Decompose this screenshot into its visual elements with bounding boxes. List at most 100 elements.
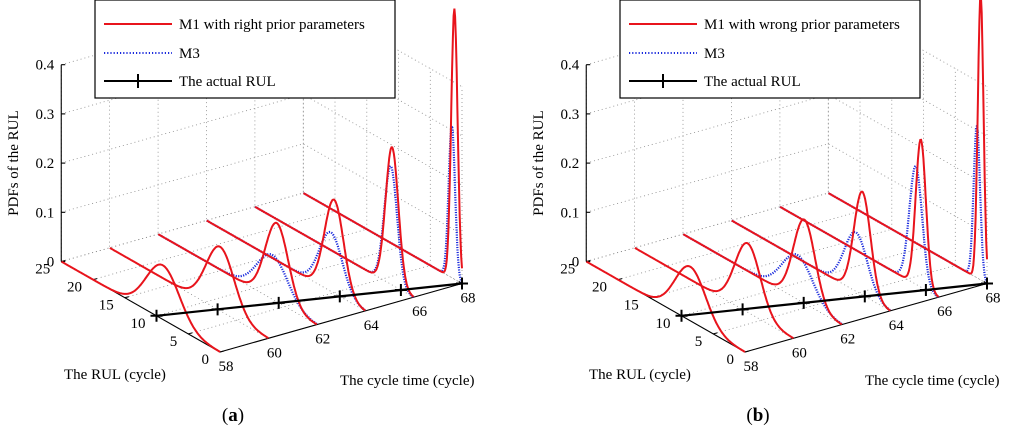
- panel-label: (a): [222, 405, 244, 426]
- m1-pdf-curve: [60, 260, 221, 353]
- z-tick-label: 0.1: [36, 205, 55, 221]
- grid-line: [61, 143, 463, 235]
- x-tick-label: 58: [219, 359, 234, 375]
- y-tick-label: 20: [592, 280, 607, 296]
- z-tick-label: 0: [47, 255, 55, 271]
- legend-entry: M3: [179, 46, 200, 62]
- grid-line: [157, 37, 317, 325]
- z-tick-label: 0.1: [561, 205, 580, 221]
- grid-line: [205, 23, 366, 312]
- m1-pdf-curve: [585, 260, 746, 353]
- chart-panel-b: 586062646668051015202500.10.20.30.4PDFs …: [531, 0, 1001, 426]
- legend-entry: The actual RUL: [704, 74, 801, 90]
- x-tick-label: 64: [889, 318, 905, 334]
- z-tick-label: 0.4: [36, 58, 55, 74]
- actual-rul-marker: [797, 296, 810, 309]
- y-axis-label: The RUL (cycle): [64, 367, 166, 383]
- legend-entry: M1 with wrong prior parameters: [704, 17, 900, 33]
- y-tick-label: 15: [99, 298, 114, 314]
- actual-rul-marker: [981, 277, 993, 290]
- x-tick-label: 62: [315, 332, 330, 348]
- z-tick-label: 0.2: [36, 156, 55, 172]
- z-axis-label: PDFs of the RUL: [6, 110, 22, 215]
- actual-rul-marker: [919, 283, 932, 296]
- m1-pdf-curve: [634, 242, 794, 340]
- actual-rul-marker: [736, 303, 749, 316]
- x-tick-label: 62: [840, 332, 855, 348]
- y-tick-label: 10: [131, 316, 146, 332]
- y-tick-label: 5: [695, 334, 703, 350]
- m3-pdf-curve: [157, 233, 318, 325]
- chart-panel-a: 586062646668051015202500.10.20.30.4PDFs …: [6, 0, 476, 426]
- m1-pdf-curve: [302, 8, 463, 274]
- z-tick-label: 0.2: [561, 156, 580, 172]
- grid-line: [713, 68, 956, 335]
- m1-pdf-curve: [109, 245, 269, 339]
- series-curves: [60, 8, 463, 353]
- actual-rul-marker: [394, 283, 407, 296]
- grid-line: [731, 23, 891, 312]
- y-tick-mark: [713, 332, 718, 335]
- m3-pdf-curve: [302, 123, 463, 284]
- x-tick-label: 66: [412, 304, 428, 320]
- m3-pdf-curve: [827, 123, 988, 284]
- legend-entry: The actual RUL: [179, 74, 276, 90]
- x-axis-label: The cycle time (cycle): [865, 373, 1000, 389]
- x-tick-label: 58: [744, 359, 759, 375]
- x-tick-label: 68: [986, 291, 1001, 307]
- actual-rul-marker: [150, 309, 163, 322]
- x-axis: [744, 282, 988, 353]
- x-tick-label: 60: [267, 345, 282, 361]
- actual-rul-line: [156, 282, 463, 317]
- panel-label: (b): [746, 405, 769, 426]
- y-tick-mark: [188, 332, 193, 335]
- m1-pdf-curve: [682, 218, 843, 326]
- y-axis-label: The RUL (cycle): [589, 367, 691, 383]
- actual-rul-line: [681, 282, 988, 317]
- grid-line: [60, 64, 221, 353]
- z-tick-label: 0.3: [36, 107, 55, 123]
- z-tick-label: 0: [572, 255, 580, 271]
- m1-pdf-curve: [779, 138, 940, 298]
- grid-line: [109, 51, 269, 339]
- m1-pdf-curve: [827, 0, 988, 275]
- actual-rul-series: [150, 277, 468, 322]
- y-tick-mark: [124, 296, 129, 299]
- actual-rul-marker: [456, 277, 468, 290]
- x-axis-label: The cycle time (cycle): [340, 373, 475, 389]
- actual-rul-marker: [858, 290, 871, 303]
- y-tick-label: 15: [624, 298, 639, 314]
- z-axis-label: PDFs of the RUL: [531, 110, 547, 215]
- legend-entry: M3: [704, 46, 725, 62]
- actual-rul-marker: [211, 303, 224, 316]
- x-tick-label: 64: [364, 318, 380, 334]
- m1-pdf-curve: [254, 146, 415, 298]
- legend: M1 with wrong prior parameters M3 The actu…: [619, 0, 921, 99]
- y-tick-label: 25: [560, 262, 575, 278]
- m3-pdf-curve: [779, 164, 940, 298]
- y-tick-mark: [219, 350, 225, 353]
- m1-pdf-curve: [157, 221, 318, 326]
- m3-pdf-curve: [254, 164, 415, 298]
- m3-pdf-curve: [682, 233, 843, 325]
- y-tick-label: 25: [35, 262, 50, 278]
- z-tick-label: 0.4: [561, 58, 580, 74]
- y-tick-label: 10: [656, 316, 671, 332]
- x-tick-label: 68: [461, 291, 476, 307]
- y-tick-label: 0: [202, 352, 210, 368]
- grid-line: [634, 51, 794, 339]
- z-tick-label: 0.3: [561, 107, 580, 123]
- y-tick-label: 20: [67, 280, 82, 296]
- grid-line: [586, 94, 988, 186]
- grid-line: [61, 94, 463, 186]
- grid-line: [682, 37, 842, 325]
- grid-line: [585, 64, 746, 353]
- actual-rul-marker: [675, 309, 688, 322]
- y-tick-mark: [744, 350, 750, 353]
- actual-rul-marker: [333, 290, 346, 303]
- m1-pdf-curve: [731, 190, 891, 312]
- series-curves: [585, 0, 988, 353]
